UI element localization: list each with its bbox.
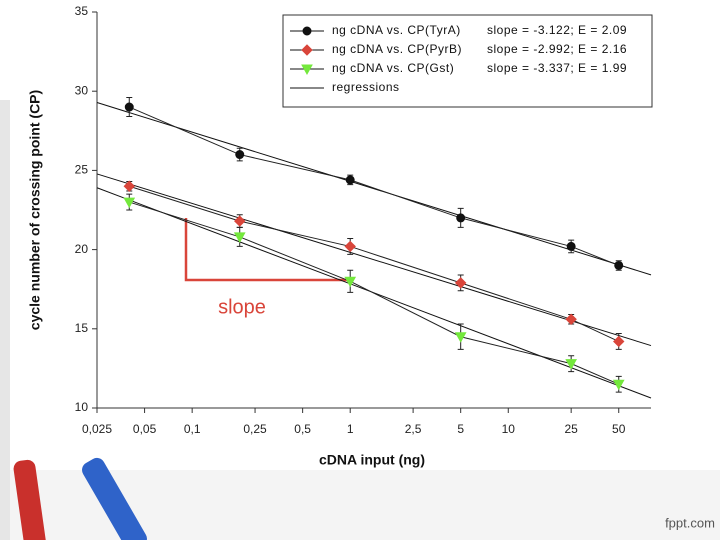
point — [301, 64, 313, 76]
point — [612, 379, 625, 391]
x-tick-label: 0,1 — [184, 422, 201, 436]
point — [124, 102, 134, 112]
y-tick-label: 35 — [75, 4, 89, 18]
x-tick-label: 0,025 — [82, 422, 112, 436]
y-tick-label: 15 — [75, 321, 89, 335]
point — [454, 332, 467, 343]
x-tick-label: 25 — [564, 422, 578, 436]
point — [123, 197, 136, 209]
point — [456, 213, 466, 223]
point — [302, 26, 312, 36]
x-tick-label: 5 — [457, 422, 464, 436]
series-line — [129, 201, 619, 385]
slope-annotation: slope — [218, 296, 266, 318]
point — [565, 359, 578, 370]
x-axis-label: cDNA input (ng) — [319, 452, 425, 468]
x-tick-label: 1 — [347, 422, 354, 436]
x-tick-label: 0,25 — [243, 422, 267, 436]
point — [233, 232, 246, 243]
point — [301, 44, 313, 56]
red-pen — [13, 459, 46, 540]
point — [345, 175, 355, 185]
blue-pen — [82, 457, 147, 540]
y-axis-label: cycle number of crossing point (CP) — [27, 90, 43, 330]
legend-stats: slope = -3.122; E = 2.09 — [487, 23, 627, 37]
regression-line — [96, 173, 652, 347]
series-line — [129, 185, 619, 342]
point — [344, 276, 357, 288]
point — [234, 215, 246, 227]
legend-stats: slope = -3.337; E = 1.99 — [487, 61, 627, 75]
point — [565, 313, 577, 326]
y-tick-label: 30 — [75, 83, 89, 97]
point — [344, 240, 356, 253]
point — [123, 180, 135, 192]
x-tick-label: 2,5 — [405, 422, 422, 436]
regression-line — [96, 102, 652, 276]
point — [566, 241, 576, 251]
point — [613, 335, 625, 348]
y-tick-label: 25 — [75, 163, 89, 177]
x-tick-label: 0,5 — [294, 422, 311, 436]
slide-edge — [0, 100, 10, 540]
x-tick-label: 10 — [502, 422, 516, 436]
watermark: fppt.com — [665, 515, 715, 530]
point — [614, 260, 624, 270]
series-line — [129, 106, 619, 266]
legend-box — [282, 14, 653, 108]
legend-label: regressions — [332, 80, 400, 94]
y-tick-label: 20 — [75, 242, 89, 256]
y-tick-label: 10 — [75, 400, 89, 414]
slope-bracket — [184, 218, 349, 282]
legend-label: ng cDNA vs. CP(PyrB) — [332, 42, 462, 56]
point — [235, 150, 245, 160]
x-tick-label: 50 — [612, 422, 626, 436]
x-tick-label: 0,05 — [133, 422, 157, 436]
legend-stats: slope = -2.992; E = 2.16 — [487, 42, 627, 56]
legend-label: ng cDNA vs. CP(Gst) — [332, 61, 454, 75]
legend-label: ng cDNA vs. CP(TyrA) — [332, 23, 461, 37]
point — [454, 277, 467, 289]
pen-decoration — [13, 457, 147, 540]
